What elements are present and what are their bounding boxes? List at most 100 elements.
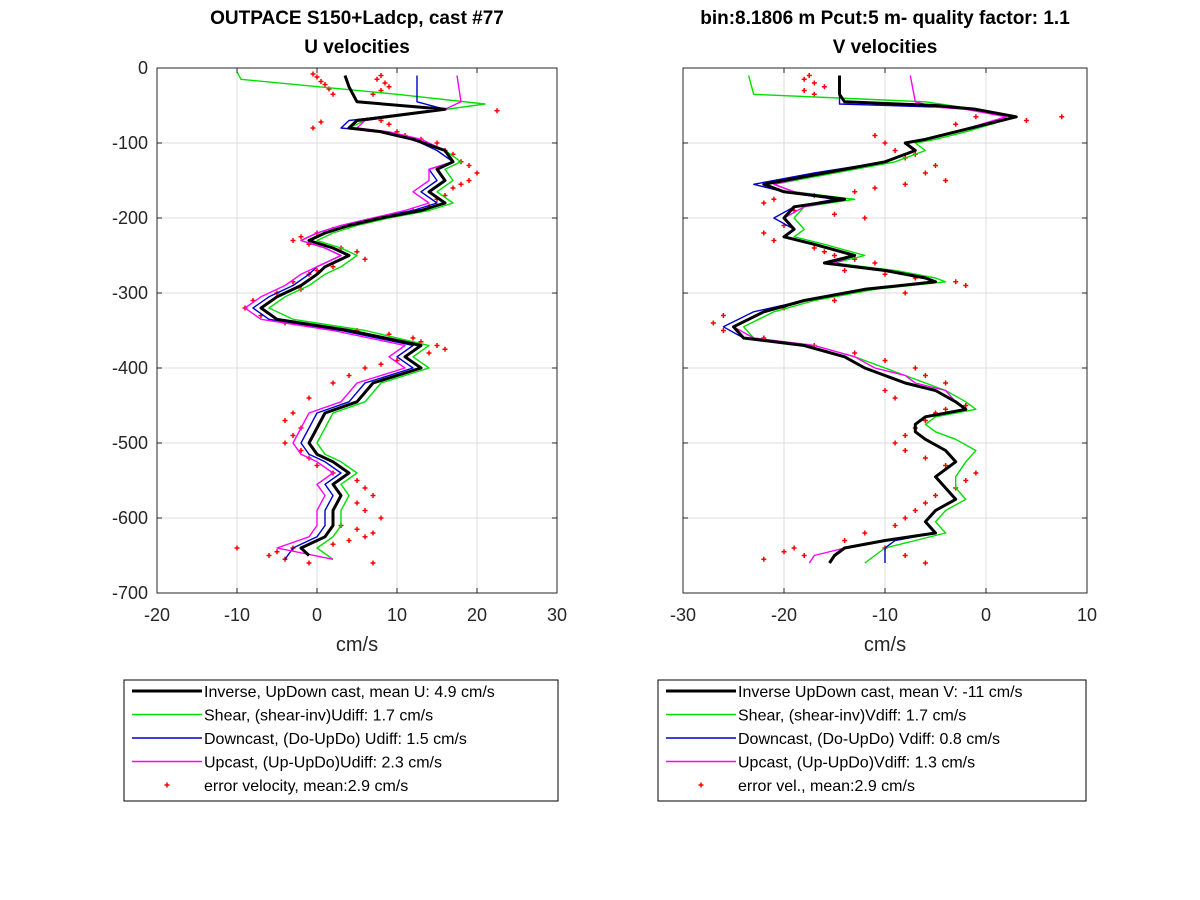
v-error-point xyxy=(1059,114,1065,120)
u-error-point xyxy=(378,515,384,521)
u-error-point xyxy=(310,71,316,77)
u-error-point xyxy=(386,121,392,127)
v-panel-subtitle: V velocities xyxy=(833,37,938,58)
v-error-point xyxy=(943,380,949,386)
v-error-point xyxy=(973,470,979,476)
u-y-tick-label: -100 xyxy=(112,133,148,153)
v-error-point xyxy=(892,395,898,401)
u-error-point xyxy=(346,538,352,543)
u-error-point xyxy=(346,373,352,378)
u-error-point xyxy=(318,79,324,84)
v-error-point xyxy=(892,523,898,528)
v-error-point xyxy=(902,181,908,187)
u-legend: Inverse, UpDown cast, mean U: 4.9 cm/s Sh… xyxy=(123,679,559,802)
v-x-tick-label: -30 xyxy=(670,605,696,625)
v-error-point xyxy=(922,500,928,506)
v-error-point xyxy=(761,200,767,206)
v-error-point xyxy=(953,121,959,127)
u-error-point xyxy=(370,530,376,536)
v-error-point xyxy=(761,230,767,236)
u-error-point xyxy=(354,249,360,255)
u-axes-frame xyxy=(156,67,558,594)
v-error-point xyxy=(761,556,767,562)
u-y-tick-label: -600 xyxy=(112,508,148,528)
u-error-point xyxy=(450,185,456,191)
u-error-point xyxy=(310,125,316,131)
u-panel-subtitle: U velocities xyxy=(304,37,410,58)
u-error-point xyxy=(378,361,384,367)
v-error-point xyxy=(912,508,918,513)
v-series-line-2 xyxy=(722,75,1017,563)
u-error-point xyxy=(330,264,336,270)
v-error-point xyxy=(852,189,858,195)
v-legend-label: Inverse UpDown cast, mean V: -11 cm/s xyxy=(738,684,1023,701)
v-series-line-1 xyxy=(742,75,1017,564)
v-error-point xyxy=(943,406,949,412)
u-error-point xyxy=(330,380,336,386)
v-error-point xyxy=(771,238,777,243)
u-error-point xyxy=(306,395,312,401)
u-error-point xyxy=(442,346,448,352)
u-error-point xyxy=(386,84,392,90)
u-legend-label: Downcast, (Do-UpDo) Udiff: 1.5 cm/s xyxy=(204,731,467,748)
v-error-point xyxy=(872,260,878,266)
v-error-point xyxy=(801,76,807,82)
v-series-group xyxy=(710,73,1065,566)
v-legend-box xyxy=(657,679,1087,802)
u-y-tick-label: -500 xyxy=(112,433,148,453)
u-legend-entry: error velocity, mean:2.9 cm/s xyxy=(164,778,408,795)
v-error-point xyxy=(862,530,868,536)
u-error-point xyxy=(474,170,480,176)
u-error-point xyxy=(378,73,384,78)
v-error-point xyxy=(892,148,898,153)
v-legend-entry: Inverse UpDown cast, mean V: -11 cm/s xyxy=(666,684,1023,701)
u-legend-entry: Upcast, (Up-UpDo)Udiff: 2.3 cm/s xyxy=(132,755,442,772)
v-error-point xyxy=(882,271,888,277)
u-legend-label: Upcast, (Up-UpDo)Udiff: 2.3 cm/s xyxy=(204,755,442,772)
u-legend-entry: Inverse, UpDown cast, mean U: 4.9 cm/s xyxy=(132,684,495,701)
v-error-point xyxy=(720,328,726,333)
u-y-tick-label: -200 xyxy=(112,208,148,228)
v-legend-label: Shear, (shear-inv)Vdiff: 1.7 cm/s xyxy=(738,708,966,725)
v-error-point xyxy=(963,478,969,483)
u-error-point xyxy=(370,560,376,566)
v-x-tick-label: 10 xyxy=(1077,605,1097,625)
v-error-point xyxy=(821,249,827,255)
u-error-point xyxy=(298,234,304,240)
v-legend-label: Downcast, (Do-UpDo) Vdiff: 0.8 cm/s xyxy=(738,731,1000,748)
u-legend-entry: Shear, (shear-inv)Udiff: 1.7 cm/s xyxy=(132,708,433,725)
u-error-point xyxy=(362,365,368,371)
u-legend-label: error velocity, mean:2.9 cm/s xyxy=(204,778,408,795)
v-legend-entry: error vel., mean:2.9 cm/s xyxy=(698,778,915,795)
v-series-line-0 xyxy=(732,75,1018,564)
u-error-point xyxy=(494,108,500,114)
v-error-point xyxy=(821,84,827,90)
u-error-point xyxy=(282,418,288,423)
v-error-point xyxy=(872,185,878,191)
u-legend-label: Inverse, UpDown cast, mean U: 4.9 cm/s xyxy=(204,684,495,701)
u-error-point xyxy=(426,350,432,356)
u-error-point xyxy=(374,76,380,82)
v-grid xyxy=(682,67,1088,594)
u-error-point xyxy=(434,343,440,348)
v-error-point xyxy=(771,196,777,202)
v-error-point xyxy=(902,553,908,558)
v-error-point xyxy=(832,298,837,303)
v-error-point xyxy=(922,170,928,176)
u-x-tick-label: -20 xyxy=(144,605,170,625)
v-error-point xyxy=(791,545,797,551)
v-x-tick-label: 0 xyxy=(981,605,991,625)
v-error-point xyxy=(811,245,817,251)
v-error-point xyxy=(963,403,969,408)
u-x-tick-label: 0 xyxy=(312,605,322,625)
v-error-point xyxy=(720,313,726,318)
u-y-tick-label: -400 xyxy=(112,358,148,378)
u-legend-box xyxy=(123,679,559,802)
u-error-point xyxy=(314,268,320,273)
v-error-point xyxy=(832,211,837,217)
u-error-point xyxy=(354,478,360,483)
u-error-point xyxy=(362,485,368,491)
u-error-point xyxy=(282,440,288,446)
u-error-point xyxy=(382,80,388,86)
v-error-point xyxy=(912,365,918,371)
